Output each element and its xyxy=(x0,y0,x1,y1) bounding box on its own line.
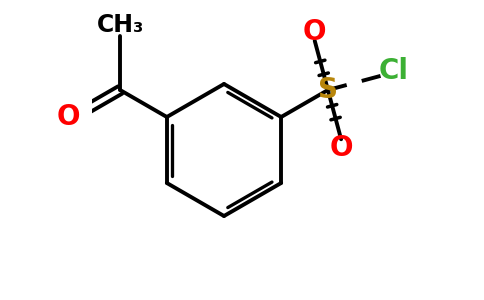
Text: O: O xyxy=(330,134,353,162)
Text: O: O xyxy=(56,103,80,131)
Text: S: S xyxy=(318,76,338,104)
Text: Cl: Cl xyxy=(378,58,408,86)
Text: O: O xyxy=(303,18,327,46)
Text: CH₃: CH₃ xyxy=(96,14,144,38)
